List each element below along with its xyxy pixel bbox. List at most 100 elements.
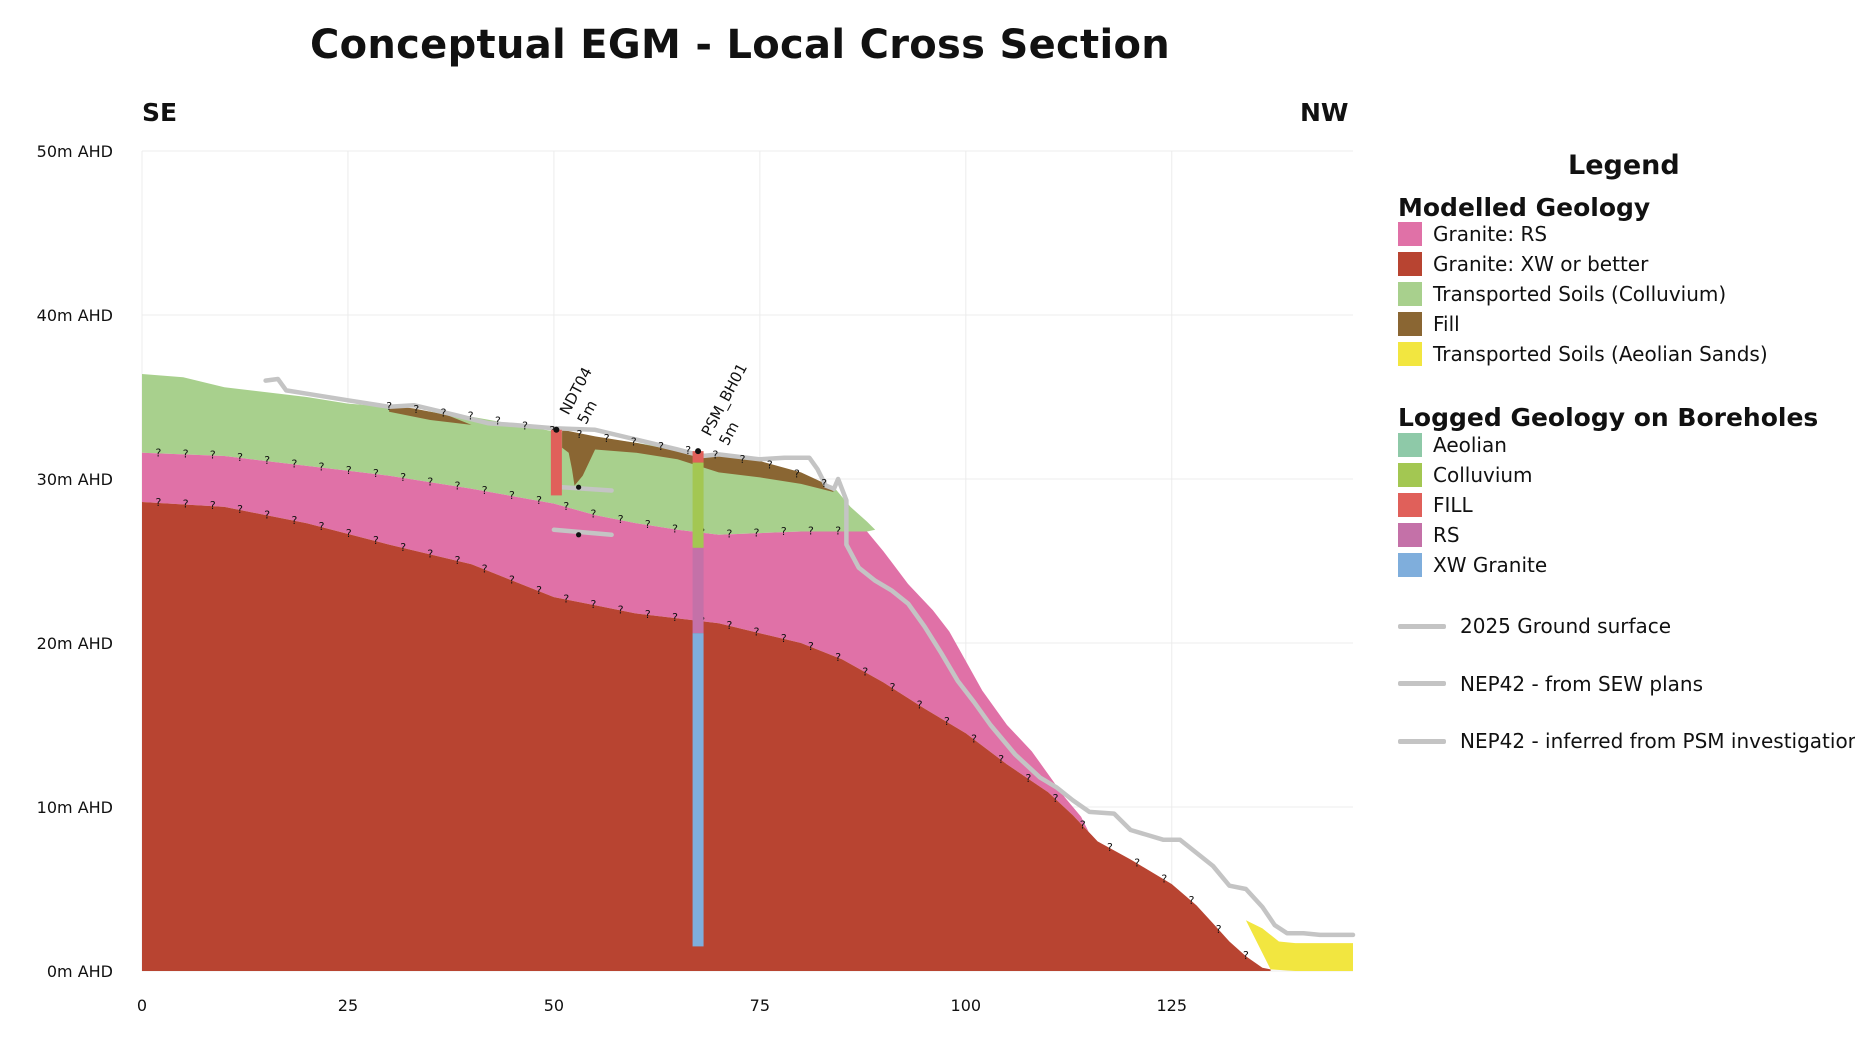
- y-tick-label: 30m AHD: [37, 470, 113, 489]
- legend-swatch: [1398, 252, 1422, 276]
- legend-swatch: [1398, 523, 1422, 547]
- legend-logged-item: Colluvium: [1398, 461, 1533, 489]
- contact-marker: ?: [495, 414, 501, 427]
- legend-label: NEP42 - inferred from PSM investigation: [1460, 729, 1855, 753]
- legend-line-swatch: [1398, 681, 1446, 686]
- contact-marker: ?: [591, 508, 597, 521]
- borehole-interval-rs: [692, 547, 704, 634]
- contact-marker: ?: [400, 541, 406, 554]
- marker-dot: [576, 532, 582, 538]
- legend-label: XW Granite: [1433, 553, 1548, 577]
- legend-modelled-item: Fill: [1398, 310, 1460, 338]
- contact-marker: ?: [536, 584, 542, 597]
- contact-marker: ?: [441, 406, 447, 419]
- contact-marker: ?: [1216, 923, 1222, 936]
- contact-marker: ?: [427, 547, 433, 560]
- contact-marker: ?: [1107, 841, 1113, 854]
- legend-heading-modelled: Modelled Geology: [1398, 193, 1651, 222]
- contact-marker: ?: [767, 459, 773, 472]
- contact-marker: ?: [577, 428, 583, 441]
- legend-label: Transported Soils (Aeolian Sands): [1433, 342, 1768, 366]
- contact-marker: ?: [917, 698, 923, 711]
- borehole-interval-fill: [550, 429, 562, 496]
- contact-marker: ?: [373, 467, 379, 480]
- legend-label: FILL: [1433, 493, 1473, 517]
- contact-marker: ?: [781, 632, 787, 645]
- legend-modelled-item: Granite: XW or better: [1398, 250, 1648, 278]
- contact-marker: ?: [346, 527, 352, 540]
- legend-modelled-item: Transported Soils (Aeolian Sands): [1398, 340, 1768, 368]
- area-fill: [389, 405, 472, 425]
- x-tick-label: 25: [338, 996, 358, 1015]
- legend-logged-item: FILL: [1398, 491, 1473, 519]
- contact-marker: ?: [944, 715, 950, 728]
- legend-swatch: [1398, 312, 1422, 336]
- contact-marker: ?: [618, 513, 624, 526]
- legend-modelled-item: Transported Soils (Colluvium): [1398, 280, 1726, 308]
- contact-marker: ?: [210, 449, 216, 462]
- legend-label: RS: [1433, 523, 1460, 547]
- contact-marker: ?: [413, 403, 419, 416]
- y-tick-label: 10m AHD: [37, 798, 113, 817]
- contact-marker: ?: [794, 467, 800, 480]
- contact-marker: ?: [998, 753, 1004, 766]
- contact-marker: ?: [618, 603, 624, 616]
- legend-modelled-item: Granite: RS: [1398, 220, 1547, 248]
- contact-marker: ?: [971, 732, 977, 745]
- contact-marker: ?: [210, 499, 216, 512]
- y-tick-label: 40m AHD: [37, 306, 113, 325]
- contact-marker: ?: [319, 520, 325, 533]
- contact-marker: ?: [712, 449, 718, 462]
- axes: 0 25 50 75 100 125 0m AHD 10m AHD 20m AHD 30m AHD…: [37, 142, 1187, 1015]
- contact-marker: ?: [482, 484, 488, 497]
- contact-marker: ?: [237, 503, 243, 516]
- contact-marker: ?: [509, 573, 515, 586]
- x-tick-label: 125: [1156, 996, 1187, 1015]
- contact-marker: ?: [1189, 894, 1195, 907]
- chart-title: Conceptual EGM - Local Cross Section: [309, 22, 1171, 68]
- contact-marker: ?: [563, 500, 569, 513]
- legend-swatch: [1398, 493, 1422, 517]
- contact-markers: ????????????????????????????????????????…: [156, 400, 1249, 962]
- contact-marker: ?: [740, 453, 746, 466]
- contact-marker: ?: [890, 681, 896, 694]
- contact-marker: ?: [754, 526, 760, 539]
- legend-label: Granite: RS: [1433, 222, 1548, 246]
- legend-logged-item: Aeolian: [1398, 431, 1507, 459]
- legend-logged-item: RS: [1398, 521, 1460, 549]
- borehole-interval-fill: [692, 451, 704, 463]
- y-tick-label: 50m AHD: [37, 142, 113, 161]
- borehole-collar: [553, 426, 560, 433]
- x-tick-label: 50: [544, 996, 564, 1015]
- legend-label: Granite: XW or better: [1433, 252, 1649, 276]
- contact-marker: ?: [645, 608, 651, 621]
- survey-lines: [263, 376, 1356, 938]
- contact-marker: ?: [536, 494, 542, 507]
- contact-marker: ?: [400, 471, 406, 484]
- legend-label: Transported Soils (Colluvium): [1433, 282, 1727, 306]
- x-tick-label: 0: [137, 996, 147, 1015]
- contact-marker: ?: [373, 534, 379, 547]
- contact-marker: ?: [821, 477, 827, 490]
- legend-line-item: NEP42 - inferred from PSM investigation: [1398, 727, 1855, 755]
- borehole-interval-colluvium: [692, 462, 704, 548]
- contact-marker: ?: [237, 451, 243, 464]
- legend-swatch: [1398, 433, 1422, 457]
- legend-swatch: [1398, 553, 1422, 577]
- contact-marker: ?: [1161, 873, 1167, 886]
- contact-marker: ?: [482, 563, 488, 576]
- contact-marker: ?: [522, 419, 528, 432]
- cross-section-chart: ????????????????????????????????????????…: [37, 142, 1356, 1015]
- contact-marker: ?: [346, 464, 352, 477]
- contact-marker: ?: [264, 454, 270, 467]
- line-nep42-inferred-from-psm-investigation: [559, 484, 614, 493]
- legend-swatch: [1398, 222, 1422, 246]
- contact-marker: ?: [808, 640, 814, 653]
- contact-marker: ?: [183, 447, 189, 460]
- contact-marker: ?: [427, 475, 433, 488]
- contact-marker: ?: [156, 496, 162, 509]
- area-granite-xw-or-better: [142, 502, 1271, 971]
- x-tick-label: 75: [750, 996, 770, 1015]
- contact-marker: ?: [726, 619, 732, 632]
